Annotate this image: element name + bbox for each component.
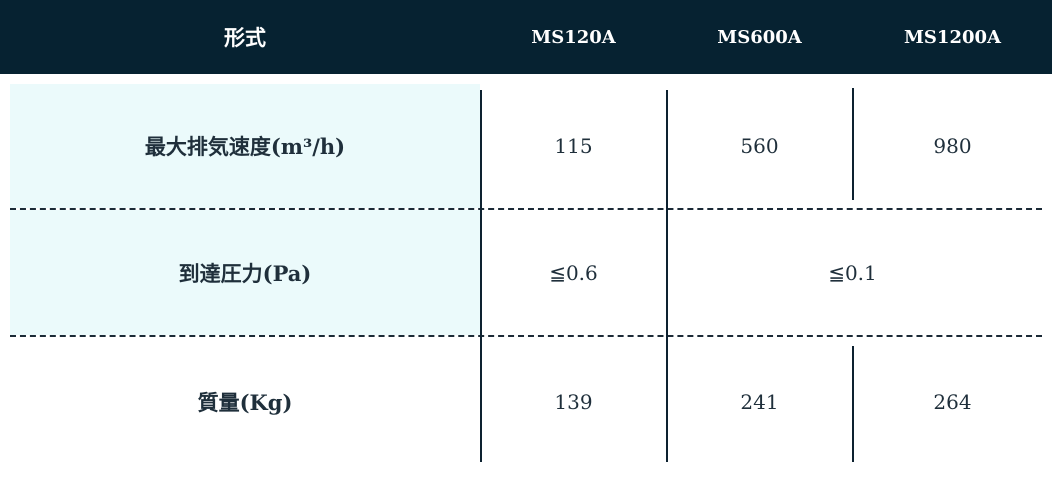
- cell-row2-ms120a: ≦0.6: [549, 260, 598, 285]
- header-ms1200a: MS1200A: [904, 26, 1001, 48]
- label-bg-row-2: [10, 210, 480, 335]
- row-label-mass: 質量(Kg): [197, 390, 293, 415]
- row-divider-1: [10, 208, 1042, 210]
- header-form: 形式: [224, 25, 266, 50]
- column-divider-3-bottom: [852, 346, 854, 462]
- row-divider-2: [10, 335, 1042, 337]
- column-divider-1: [480, 90, 482, 462]
- cell-row3-ms120a: 139: [554, 390, 593, 414]
- cell-row1-ms600a: 560: [740, 134, 779, 158]
- header-ms600a: MS600A: [717, 26, 802, 48]
- header-ms120a: MS120A: [531, 26, 616, 48]
- row-label-max-pumping-speed: 最大排気速度(m³/h): [144, 134, 346, 159]
- cell-row1-ms1200a: 980: [933, 134, 972, 158]
- cell-row3-ms600a: 241: [740, 390, 779, 414]
- label-bg-row-1: [10, 84, 480, 208]
- column-divider-3-top: [852, 88, 854, 200]
- table-header: 形式 MS120A MS600A MS1200A: [0, 0, 1052, 74]
- column-divider-2: [666, 90, 668, 462]
- row-label-ultimate-pressure: 到達圧力(Pa): [178, 260, 312, 286]
- cell-row2-ms600a-ms1200a: ≦0.1: [828, 260, 877, 285]
- cell-row3-ms1200a: 264: [933, 390, 972, 414]
- cell-row1-ms120a: 115: [554, 134, 593, 158]
